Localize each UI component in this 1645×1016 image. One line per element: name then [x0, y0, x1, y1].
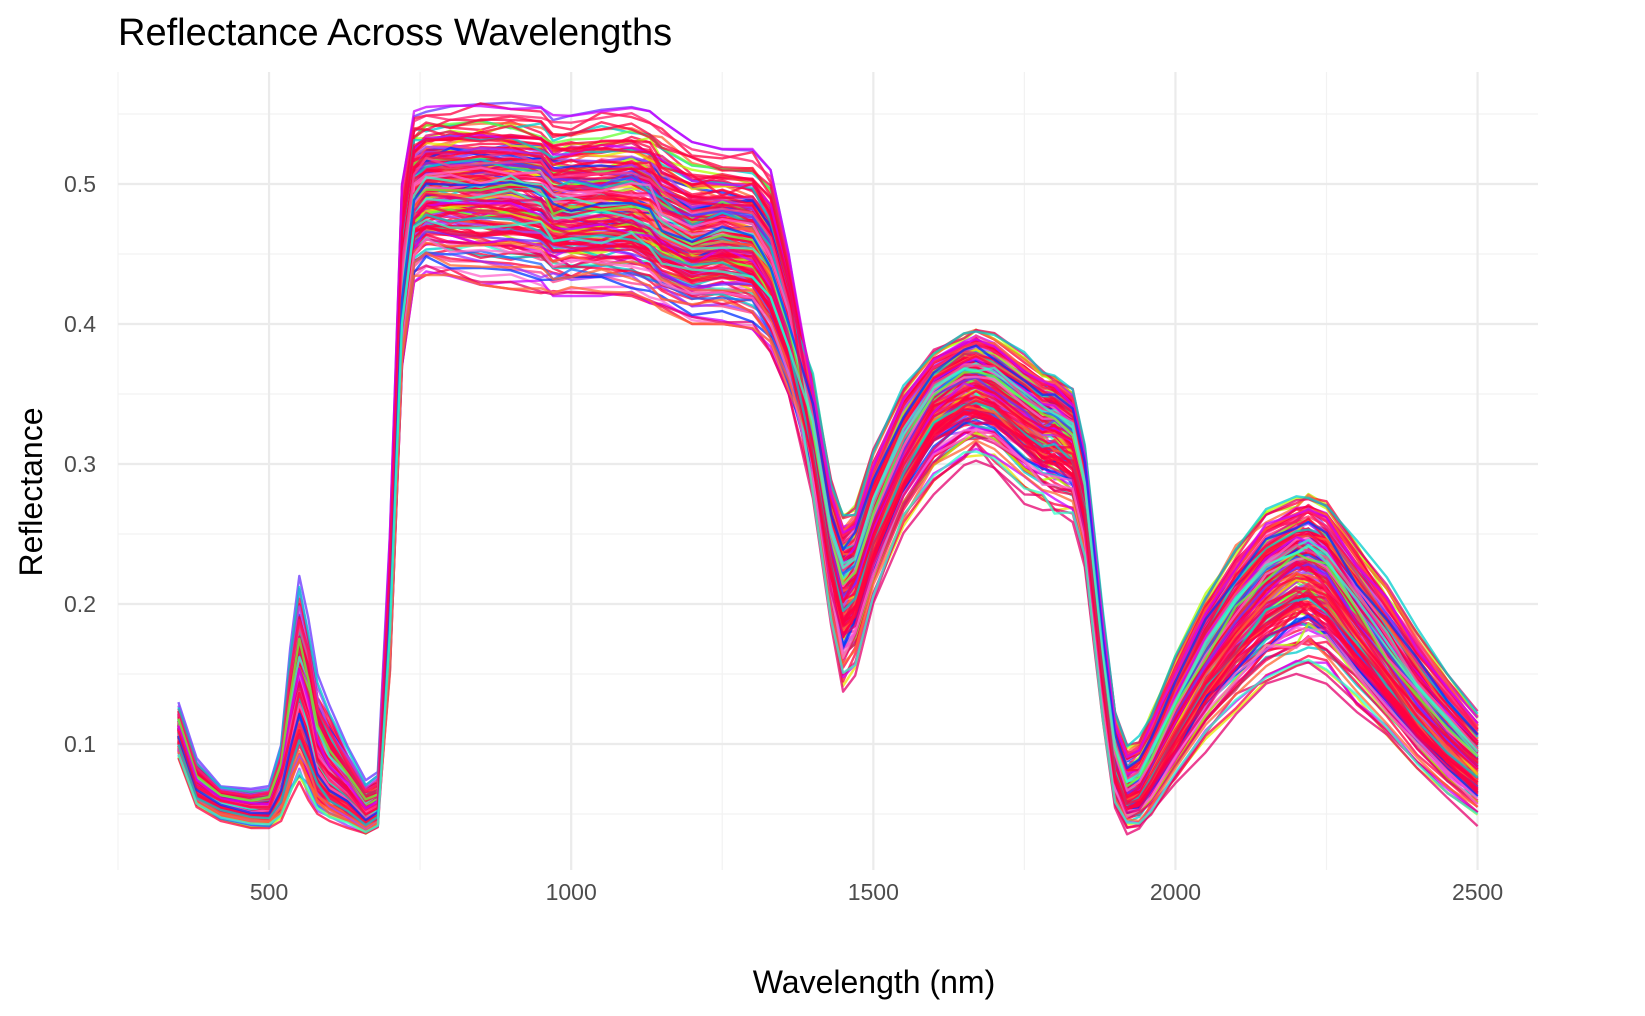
spectrum-line [177, 112, 1479, 797]
y-tick-label: 0.2 [64, 591, 96, 617]
x-tick-label: 2000 [1150, 879, 1201, 905]
x-tick-label: 500 [250, 879, 288, 905]
spectrum-line [177, 251, 1479, 824]
spectrum-line [177, 101, 1479, 790]
spectrum-line [177, 218, 1479, 834]
y-axis-title: Reflectance [13, 408, 49, 577]
x-tick-label: 1000 [546, 879, 597, 905]
series-lines [177, 101, 1479, 836]
x-tick-label: 2500 [1452, 879, 1503, 905]
y-tick-label: 0.1 [64, 731, 96, 757]
y-tick-label: 0.4 [64, 311, 96, 337]
y-tick-label: 0.3 [64, 451, 96, 477]
spectrum-line [177, 104, 1479, 810]
x-tick-label: 1500 [848, 879, 899, 905]
x-axis-title: Wavelength (nm) [753, 964, 995, 1000]
spectrum-line [177, 224, 1479, 824]
spectrum-line [177, 102, 1479, 794]
spectrum-line [177, 136, 1479, 816]
tick-labels: 500 1000 1500 2000 2500 0.1 0.2 0.3 0.4 0.5 [64, 171, 1503, 905]
spectrum-line [177, 180, 1479, 822]
y-tick-label: 0.5 [64, 171, 96, 197]
chart-title: Reflectance Across Wavelengths [118, 12, 673, 54]
